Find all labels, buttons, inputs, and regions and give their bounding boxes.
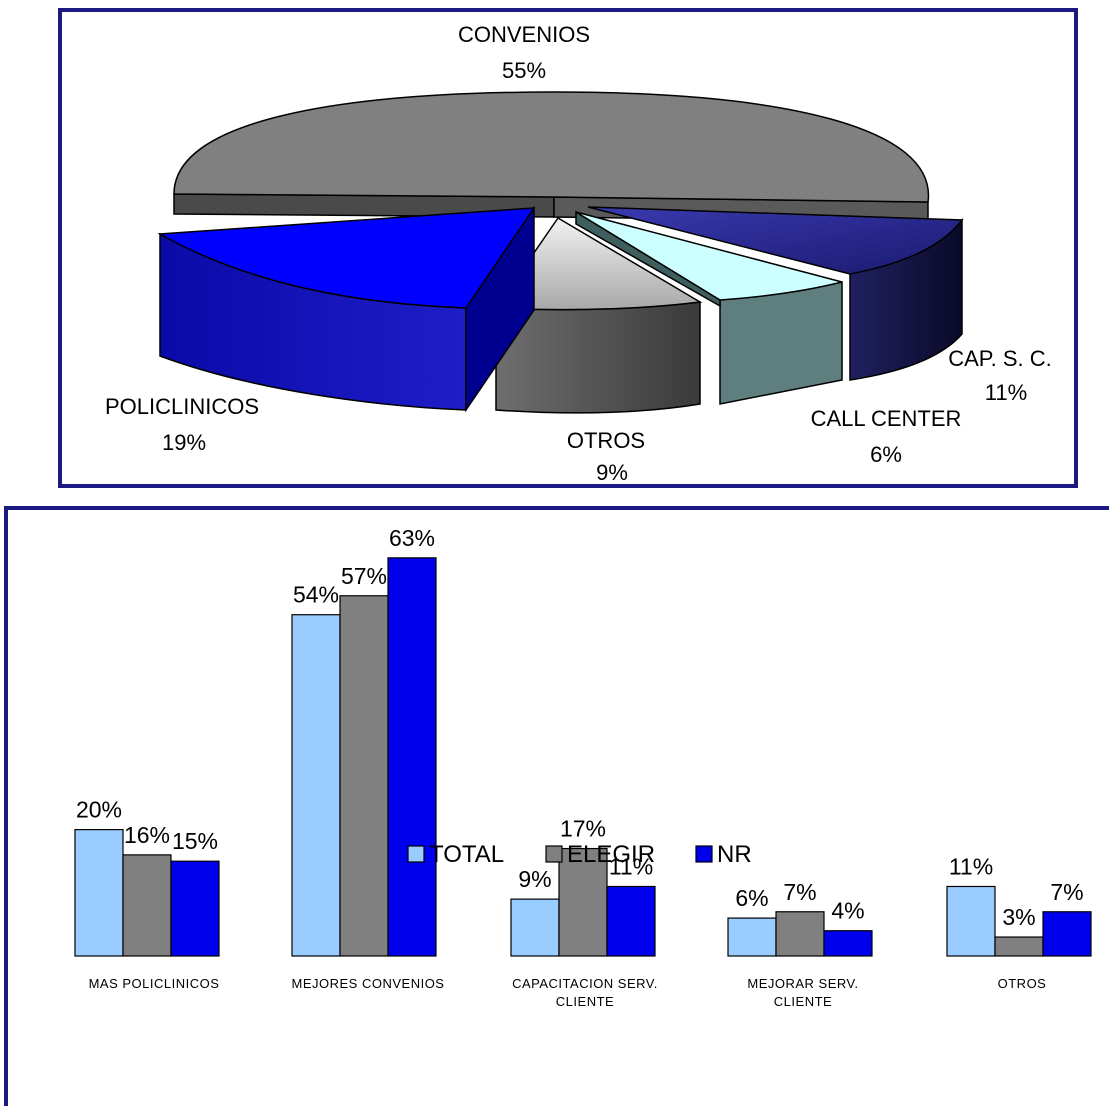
legend-label-nr: NR	[717, 841, 752, 868]
bar-capacitacion-serv-cliente-nr	[606, 885, 656, 957]
legend: TOTAL ELEGIR NR	[407, 841, 752, 868]
bar-value-label-mejorar-serv-cliente-total: 6%	[735, 885, 768, 911]
bar-mas-policlinicos-elegir	[122, 854, 172, 957]
pie-label-otros: OTROS	[567, 428, 645, 453]
bar-value-label-capacitacion-serv-cliente-nr: 11%	[609, 853, 653, 879]
bar-value-label-mejores-convenios-total: 54%	[293, 582, 339, 608]
pie-slice-cap-sc	[587, 206, 964, 381]
bar-mejores-convenios-total	[291, 614, 341, 957]
pie-label-policlinicos: POLICLINICOS	[105, 394, 259, 419]
bar-value-label-mas-policlinicos-elegir: 16%	[124, 822, 170, 848]
bar-mas-policlinicos-total	[74, 829, 124, 957]
category-label-mas-policlinicos: MAS POLICLINICOS	[89, 976, 220, 991]
pie-slice-policlinicos	[157, 205, 536, 413]
bar-mas-policlinicos-nr	[170, 860, 220, 957]
bar-mejorar-serv-cliente-nr	[823, 930, 873, 957]
legend-swatch-total	[407, 845, 425, 863]
pie-chart: CONVENIOS 55% CAP. S. C. 11% CALL CENTER…	[105, 22, 1052, 485]
pie-value-cap-sc: 11%	[985, 380, 1027, 405]
bar-value-label-mas-policlinicos-total: 20%	[76, 797, 122, 823]
pie-slice-convenios	[173, 91, 930, 223]
bar-value-label-otros-total: 11%	[949, 853, 993, 879]
bar-value-label-otros-nr: 7%	[1050, 879, 1083, 905]
pie-label-cap-sc: CAP. S. C.	[948, 346, 1052, 371]
pie-value-call-center: 6%	[870, 442, 902, 467]
bar-value-labels: 20%16% 15%54%57%63%9%17%11%6% 7%4%11%3%7%	[76, 525, 1084, 930]
pie-value-policlinicos: 19%	[162, 430, 206, 455]
bar-mejores-convenios-nr	[387, 557, 437, 957]
legend-label-total: TOTAL	[429, 841, 504, 868]
bar-value-label-mas-policlinicos-nr: 15%	[172, 828, 218, 854]
category-label-mejorar-serv-cliente-1: MEJORAR SERV.	[747, 976, 858, 991]
legend-item-total: TOTAL	[407, 841, 504, 868]
bar-value-label-mejores-convenios-elegir: 57%	[341, 563, 387, 589]
bar-value-label-mejorar-serv-cliente-elegir: 7%	[783, 879, 816, 905]
bar-chart-panel: 20% 16% 15% 54% 57% 63% 9% 17% 11% 6% 7% 4% 11% 3% 7% …	[4, 506, 1109, 1106]
legend-swatch-nr	[695, 845, 713, 863]
bar-value-label-capacitacion-serv-cliente-elegir: 17%	[560, 816, 606, 842]
bar-chart: 20%16% 15%54%57%63%9%17%11%6% 7%4%11%3%7% …	[74, 525, 1092, 1009]
pie-value-otros: 9%	[596, 460, 628, 485]
legend-item-elegir: ELEGIR	[545, 841, 655, 868]
bar-value-label-mejorar-serv-cliente-nr: 4%	[831, 898, 864, 924]
bar-value-label-mejores-convenios-nr: 63%	[389, 525, 435, 551]
category-label-mejores-convenios: MEJORES CONVENIOS	[292, 976, 445, 991]
legend-swatch-elegir	[545, 845, 563, 863]
category-label-capacitacion-serv-cliente-2: CLIENTE	[556, 994, 614, 1009]
category-label-capacitacion-serv-cliente-1: CAPACITACION SERV.	[512, 976, 658, 991]
pie-value-convenios: 55%	[502, 58, 546, 83]
pie-label-call-center: CALL CENTER	[811, 406, 962, 431]
bars-layer	[74, 557, 1092, 957]
bar-value-label-capacitacion-serv-cliente-total: 9%	[518, 866, 551, 892]
category-label-mejorar-serv-cliente-2: CLIENTE	[774, 994, 832, 1009]
bar-mejores-convenios-elegir	[339, 595, 389, 957]
legend-item-nr: NR	[695, 841, 752, 868]
bar-otros-total	[946, 885, 996, 957]
bar-mejorar-serv-cliente-elegir	[775, 911, 825, 957]
bar-value-label-otros-elegir: 3%	[1002, 904, 1035, 930]
bar-otros-nr	[1042, 911, 1092, 957]
pie-slice-otros	[494, 216, 703, 414]
bar-capacitacion-serv-cliente-total	[510, 898, 560, 957]
bar-capacitacion-serv-cliente-elegir	[558, 847, 608, 957]
pie-label-convenios: CONVENIOS	[458, 22, 590, 47]
bar-mejorar-serv-cliente-total	[727, 917, 777, 957]
bar-otros-elegir	[994, 936, 1044, 957]
pie-slice-call-center	[575, 210, 843, 405]
category-label-otros: OTROS	[998, 976, 1047, 991]
legend-label-elegir: ELEGIR	[567, 841, 655, 868]
pie-chart-panel: CONVENIOS 55% CAP. S. C. 11% CALL CENTER…	[58, 8, 1078, 488]
